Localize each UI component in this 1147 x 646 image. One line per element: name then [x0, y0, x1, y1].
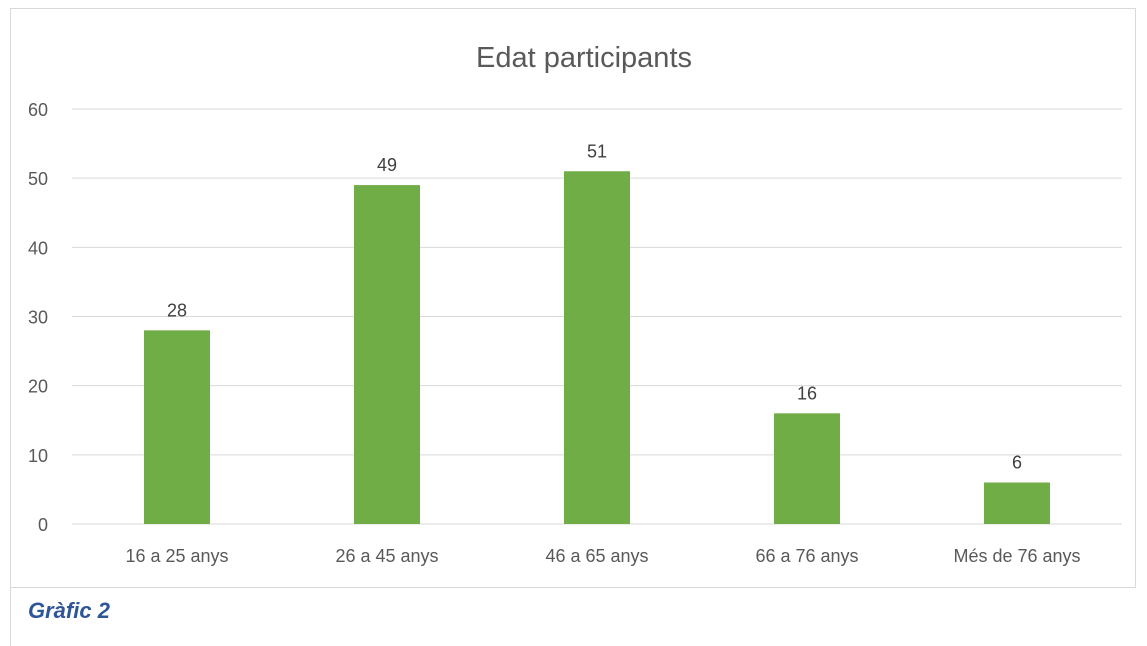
y-tick-label: 60	[28, 100, 48, 120]
bar	[564, 171, 630, 524]
data-label: 16	[797, 383, 817, 403]
y-tick-label: 10	[28, 446, 48, 466]
bar	[354, 185, 420, 525]
chart-title: Edat participants	[476, 42, 692, 74]
bar	[984, 482, 1050, 524]
y-tick-label: 0	[38, 515, 48, 535]
data-label: 28	[167, 300, 187, 320]
bar	[774, 413, 840, 524]
x-tick-label: 46 a 65 anys	[545, 546, 648, 566]
x-tick-label: 26 a 45 anys	[335, 546, 438, 566]
figure-caption: Gràfic 2	[28, 598, 110, 623]
caption-divider	[10, 588, 11, 646]
y-tick-label: 40	[28, 238, 48, 258]
data-label: 51	[587, 141, 607, 161]
y-tick-label: 50	[28, 169, 48, 189]
bar	[144, 330, 210, 524]
x-tick-label: 16 a 25 anys	[125, 546, 228, 566]
y-tick-label: 30	[28, 308, 48, 328]
y-tick-label: 20	[28, 377, 48, 397]
x-tick-label: 66 a 76 anys	[755, 546, 858, 566]
x-tick-label: Més de 76 anys	[953, 546, 1080, 566]
data-label: 49	[377, 155, 397, 175]
data-label: 6	[1012, 453, 1022, 473]
